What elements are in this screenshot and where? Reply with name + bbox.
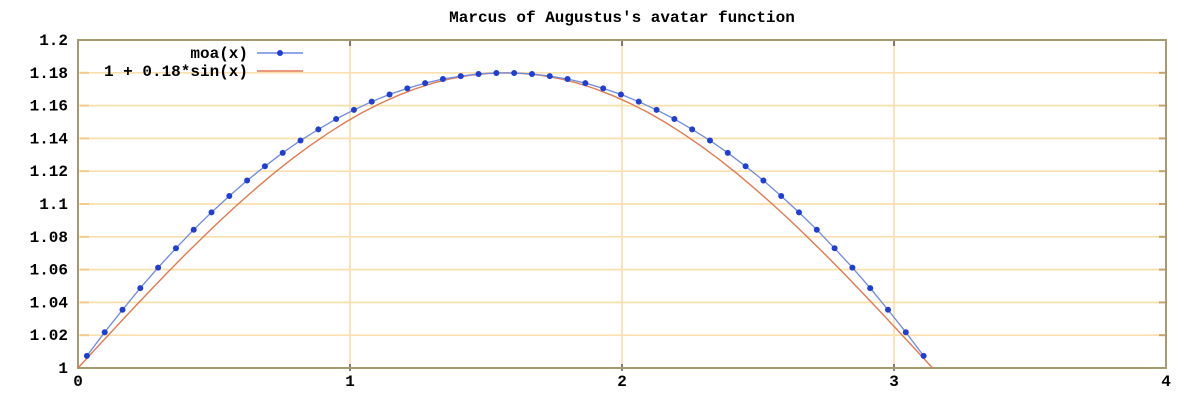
x-axis-label: 4 xyxy=(1161,373,1171,391)
series-moa-point xyxy=(457,73,464,80)
series-moa-point xyxy=(244,177,251,184)
series-moa-point xyxy=(885,306,892,313)
series-moa-point xyxy=(849,264,856,271)
y-axis-label: 1.02 xyxy=(30,327,68,345)
series-moa-point xyxy=(422,80,429,87)
series-moa-point xyxy=(528,70,535,77)
series-moa-point xyxy=(867,285,874,292)
series-moa-point xyxy=(778,192,785,199)
series-moa-point xyxy=(724,149,731,156)
series-moa-point xyxy=(813,226,820,233)
series-moa-point xyxy=(404,85,411,92)
series-moa-point xyxy=(600,85,607,92)
y-axis-label: 1 xyxy=(58,360,68,378)
series-moa-point xyxy=(546,73,553,80)
y-axis-label: 1.2 xyxy=(39,32,68,50)
series-moa-point xyxy=(742,163,749,170)
legend-label: 1 + 0.18*sin(x) xyxy=(104,63,248,81)
x-axis-label: 0 xyxy=(73,373,83,391)
series-moa-point xyxy=(101,329,108,336)
y-axis-label: 1.14 xyxy=(30,130,69,148)
series-moa-point xyxy=(172,245,179,252)
y-axis-label: 1.1 xyxy=(39,196,68,214)
series-moa-point xyxy=(119,306,126,313)
series-moa-point xyxy=(582,80,589,87)
series-moa-point xyxy=(155,264,162,271)
series-moa-point xyxy=(83,352,90,359)
series-moa-point xyxy=(137,285,144,292)
series-moa-point xyxy=(368,98,375,105)
series-moa-point xyxy=(795,209,802,216)
y-axis-label: 1.18 xyxy=(30,65,68,83)
series-moa-point xyxy=(902,329,909,336)
series-moa-point xyxy=(671,116,678,123)
x-axis-label: 2 xyxy=(617,373,627,391)
y-axis-label: 1.16 xyxy=(30,98,68,116)
series-moa-point xyxy=(208,209,215,216)
series-moa-point xyxy=(190,226,197,233)
series-moa-point xyxy=(564,76,571,83)
series-moa-point xyxy=(386,91,393,98)
series-moa-point xyxy=(493,69,500,76)
series-moa-point xyxy=(920,352,927,359)
series-moa-point xyxy=(511,69,518,76)
series-moa-point xyxy=(315,126,322,133)
y-axis-label: 1.06 xyxy=(30,262,68,280)
series-moa-point xyxy=(635,98,642,105)
series-moa-point xyxy=(831,245,838,252)
series-moa-point xyxy=(333,116,340,123)
series-moa-point xyxy=(350,106,357,113)
series-sin-line xyxy=(77,72,934,369)
series-moa-point xyxy=(475,70,482,77)
series-moa-point xyxy=(439,76,446,83)
chart-title: Marcus of Augustus's avatar function xyxy=(449,9,795,27)
x-axis-label: 3 xyxy=(889,373,899,391)
series-moa-point xyxy=(261,163,268,170)
series-moa-point xyxy=(226,192,233,199)
plot-border xyxy=(77,39,1167,369)
series-moa-point xyxy=(297,137,304,144)
series-moa-point xyxy=(689,126,696,133)
series-moa-point xyxy=(706,137,713,144)
series-moa-point xyxy=(653,106,660,113)
legend-label: moa(x) xyxy=(190,45,248,63)
legend-sample-point xyxy=(277,50,283,56)
y-axis-label: 1.08 xyxy=(30,229,68,247)
series-moa-point xyxy=(760,177,767,184)
series-moa-point xyxy=(279,149,286,156)
x-axis-label: 1 xyxy=(345,373,355,391)
y-axis-label: 1.12 xyxy=(30,163,68,181)
y-axis-label: 1.04 xyxy=(30,294,69,312)
series-moa-point xyxy=(617,91,624,98)
series-moa-line xyxy=(86,72,925,357)
